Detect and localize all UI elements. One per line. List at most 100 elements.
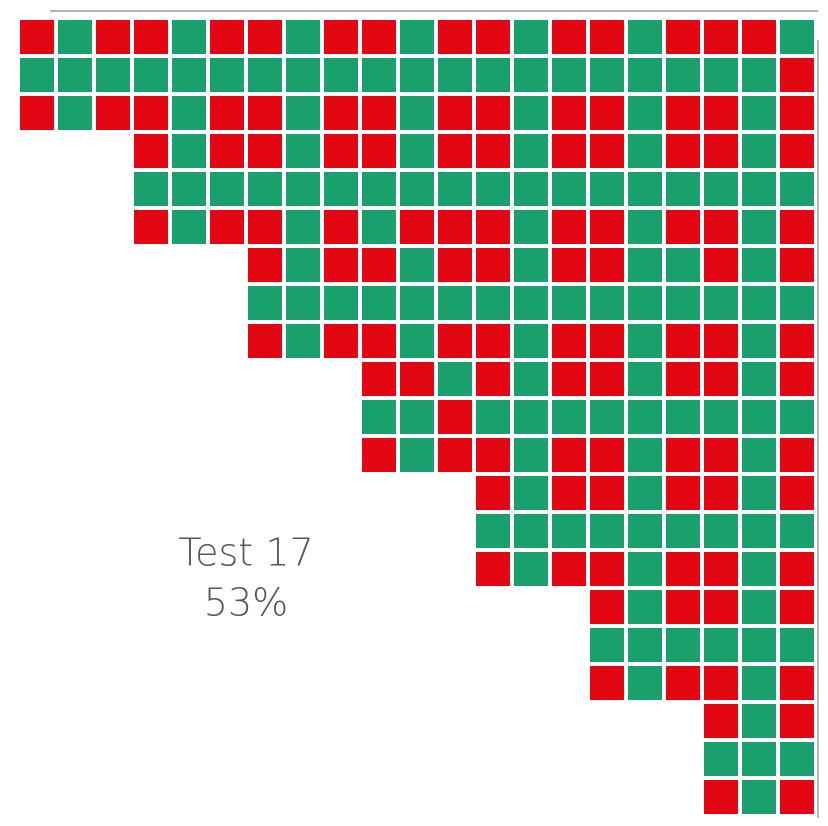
- cell: [666, 514, 700, 548]
- cell: [666, 134, 700, 168]
- cell: [286, 134, 320, 168]
- cell: [590, 210, 624, 244]
- cell: [552, 286, 586, 320]
- cell: [590, 134, 624, 168]
- cell: [20, 58, 54, 92]
- cell: [514, 476, 548, 510]
- cell: [666, 552, 700, 586]
- cell: [666, 210, 700, 244]
- cell: [134, 96, 168, 130]
- cell: [704, 628, 738, 662]
- cell: [514, 96, 548, 130]
- cell: [780, 666, 814, 700]
- cell: [590, 400, 624, 434]
- cell: [438, 248, 472, 282]
- cell: [514, 514, 548, 548]
- cell: [704, 590, 738, 624]
- cell: [704, 96, 738, 130]
- cell: [248, 58, 282, 92]
- cell: [476, 248, 510, 282]
- cell: [400, 324, 434, 358]
- cell: [628, 666, 662, 700]
- cell: [704, 704, 738, 738]
- cell: [628, 400, 662, 434]
- cell: [704, 400, 738, 434]
- cell: [780, 210, 814, 244]
- cell: [742, 324, 776, 358]
- cell: [134, 58, 168, 92]
- cell: [324, 210, 358, 244]
- cell: [666, 628, 700, 662]
- cell: [628, 96, 662, 130]
- cell: [590, 20, 624, 54]
- cell: [248, 210, 282, 244]
- cell: [438, 362, 472, 396]
- cell: [666, 172, 700, 206]
- cell: [666, 96, 700, 130]
- cell: [666, 362, 700, 396]
- cell: [704, 20, 738, 54]
- cell: [286, 58, 320, 92]
- cell: [780, 704, 814, 738]
- cell: [780, 400, 814, 434]
- cell: [628, 20, 662, 54]
- cell: [514, 324, 548, 358]
- cell: [552, 438, 586, 472]
- cell: [628, 134, 662, 168]
- cell: [742, 476, 776, 510]
- cell: [704, 248, 738, 282]
- cell: [704, 780, 738, 814]
- cell: [552, 248, 586, 282]
- cell: [552, 134, 586, 168]
- cell: [400, 96, 434, 130]
- cell: [666, 324, 700, 358]
- cell: [704, 362, 738, 396]
- cell: [704, 324, 738, 358]
- label-title: Test 17: [178, 531, 313, 575]
- cell: [362, 210, 396, 244]
- cell: [324, 134, 358, 168]
- cell: [704, 552, 738, 586]
- cell: [476, 172, 510, 206]
- cell: [552, 172, 586, 206]
- cell: [514, 438, 548, 472]
- cell: [400, 400, 434, 434]
- cell: [324, 248, 358, 282]
- cell: [742, 20, 776, 54]
- cell: [704, 286, 738, 320]
- cell: [438, 134, 472, 168]
- cell: [210, 134, 244, 168]
- cell: [96, 58, 130, 92]
- cell: [476, 58, 510, 92]
- cell: [704, 58, 738, 92]
- cell: [590, 552, 624, 586]
- cell: [742, 210, 776, 244]
- cell: [172, 58, 206, 92]
- cell: [780, 362, 814, 396]
- cell: [438, 210, 472, 244]
- cell: [248, 286, 282, 320]
- cell: [438, 96, 472, 130]
- cell: [666, 590, 700, 624]
- cell: [780, 590, 814, 624]
- cell: [590, 514, 624, 548]
- cell: [666, 248, 700, 282]
- cell: [552, 20, 586, 54]
- cell: [514, 400, 548, 434]
- cell: [362, 362, 396, 396]
- cell: [476, 286, 510, 320]
- cell: [780, 514, 814, 548]
- cell: [742, 134, 776, 168]
- cell: [134, 210, 168, 244]
- cell: [742, 286, 776, 320]
- cell: [628, 248, 662, 282]
- cell: [628, 286, 662, 320]
- cell: [514, 286, 548, 320]
- cell: [590, 58, 624, 92]
- cell: [552, 210, 586, 244]
- cell: [362, 20, 396, 54]
- cell: [248, 248, 282, 282]
- cell: [514, 248, 548, 282]
- cell: [780, 58, 814, 92]
- cell: [134, 20, 168, 54]
